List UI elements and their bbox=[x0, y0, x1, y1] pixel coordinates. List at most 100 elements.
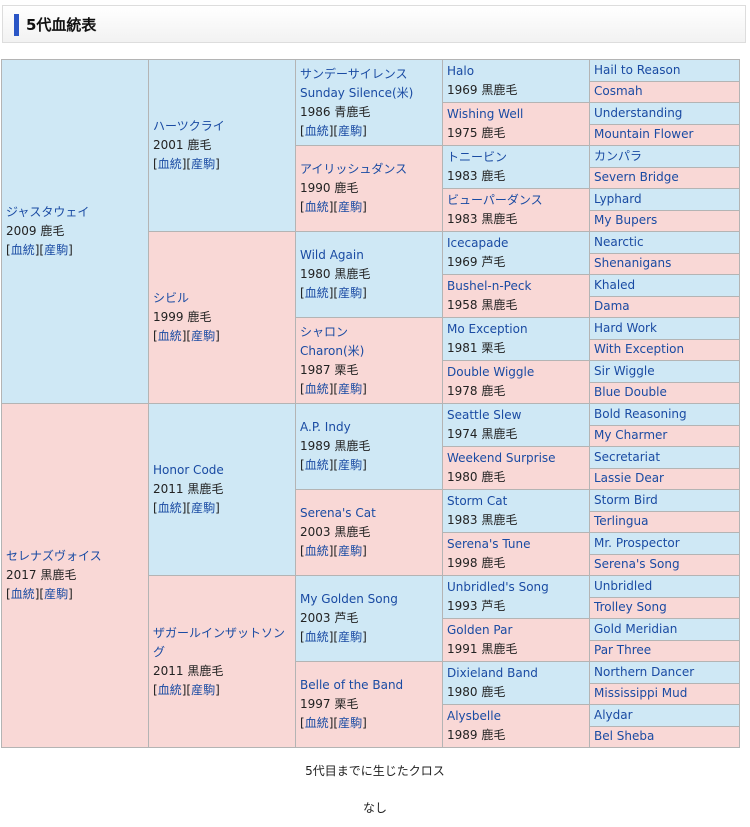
ancestor-name[interactable]: ジャスタウェイ bbox=[6, 205, 90, 219]
ancestor-name[interactable]: Double Wiggle bbox=[447, 365, 535, 379]
ancestor-name[interactable]: ハーツクライ bbox=[153, 119, 225, 133]
ancestor-name[interactable]: My Golden Song bbox=[300, 592, 398, 606]
ancestor-name[interactable]: Lassie Dear bbox=[594, 471, 664, 486]
offspring-link[interactable]: 産駒 bbox=[338, 544, 363, 558]
offspring-link[interactable]: 産駒 bbox=[338, 381, 363, 396]
ancestor-name[interactable]: トニービン bbox=[447, 150, 508, 164]
ancestor-name[interactable]: Gold Meridian bbox=[594, 621, 678, 636]
ancestor-name[interactable]: Nearctic bbox=[594, 234, 644, 249]
pedigree-link[interactable]: 血統 bbox=[304, 544, 329, 558]
pedigree-link[interactable]: 血統 bbox=[304, 200, 329, 214]
ancestor-name[interactable]: Mo Exception bbox=[447, 322, 528, 336]
ancestor-name[interactable]: Trolley Song bbox=[594, 600, 667, 615]
pedigree-link[interactable]: 血統 bbox=[10, 587, 35, 601]
offspring-link[interactable]: 産駒 bbox=[338, 200, 363, 214]
ancestor-name[interactable]: My Bupers bbox=[594, 213, 658, 228]
ancestor-cell-gen4: ビューパーダンス 1983 黒鹿毛 bbox=[442, 188, 590, 232]
ancestor-name[interactable]: Alydar bbox=[594, 707, 633, 722]
pedigree-link[interactable]: 血統 bbox=[304, 630, 329, 644]
ancestor-name[interactable]: Golden Par bbox=[447, 623, 513, 637]
ancestor-info: 1991 黒鹿毛 bbox=[447, 642, 518, 656]
ancestor-name[interactable]: Serena's Cat bbox=[300, 506, 376, 520]
ancestor-name[interactable]: Khaled bbox=[594, 277, 636, 292]
ancestor-name[interactable]: Unbridled's Song bbox=[447, 580, 549, 594]
ancestor-name[interactable]: Wishing Well bbox=[447, 107, 524, 121]
offspring-link[interactable]: 産駒 bbox=[338, 286, 363, 300]
ancestor-name[interactable]: Severn Bridge bbox=[594, 170, 679, 185]
ancestor-name[interactable]: Serena's Song bbox=[594, 557, 680, 572]
ancestor-name[interactable]: With Exception bbox=[594, 342, 685, 357]
ancestor-name[interactable]: Mountain Flower bbox=[594, 127, 694, 142]
ancestor-name[interactable]: Serena's Tune bbox=[447, 537, 531, 551]
ancestor-name[interactable]: Dixieland Band bbox=[447, 666, 538, 680]
pedigree-link[interactable]: 血統 bbox=[157, 501, 182, 515]
ancestor-info: 1981 栗毛 bbox=[447, 341, 506, 355]
ancestor-name[interactable]: Unbridled bbox=[594, 578, 653, 593]
ancestor-name[interactable]: シビル bbox=[153, 291, 190, 305]
ancestor-name[interactable]: シャロン bbox=[300, 324, 349, 339]
pedigree-link[interactable]: 血統 bbox=[304, 286, 329, 300]
ancestor-name[interactable]: Wild Again bbox=[300, 248, 364, 262]
offspring-link[interactable]: 産駒 bbox=[44, 587, 69, 601]
ancestor-name[interactable]: Seattle Slew bbox=[447, 408, 522, 422]
ancestor-name[interactable]: Shenanigans bbox=[594, 256, 672, 271]
offspring-link[interactable]: 産駒 bbox=[338, 458, 363, 472]
offspring-link[interactable]: 産駒 bbox=[338, 630, 363, 644]
ancestor-name[interactable]: Icecapade bbox=[447, 236, 509, 250]
pedigree-link[interactable]: 血統 bbox=[304, 381, 329, 396]
offspring-link[interactable]: 産駒 bbox=[191, 501, 216, 515]
ancestor-links: [血統][産駒] bbox=[300, 286, 367, 300]
ancestor-name[interactable]: Dama bbox=[594, 299, 630, 314]
ancestor-name[interactable]: Lyphard bbox=[594, 191, 642, 206]
offspring-link[interactable]: 産駒 bbox=[191, 157, 216, 171]
ancestor-cell-gen4: Double Wiggle 1978 鹿毛 bbox=[442, 360, 590, 404]
ancestor-name[interactable]: Weekend Surprise bbox=[447, 451, 556, 465]
ancestor-name[interactable]: Northern Dancer bbox=[594, 664, 695, 679]
offspring-link[interactable]: 産駒 bbox=[191, 682, 216, 697]
pedigree-link[interactable]: 血統 bbox=[304, 716, 329, 730]
pedigree-link[interactable]: 血統 bbox=[157, 157, 182, 171]
ancestor-name[interactable]: Bushel-n-Peck bbox=[447, 279, 532, 293]
ancestor-name[interactable]: Hard Work bbox=[594, 320, 657, 335]
pedigree-link[interactable]: 血統 bbox=[157, 682, 182, 697]
ancestor-name[interactable]: ビューパーダンス bbox=[447, 193, 543, 207]
offspring-link[interactable]: 産駒 bbox=[338, 123, 363, 138]
ancestor-name[interactable]: My Charmer bbox=[594, 428, 668, 443]
ancestor-name-alt[interactable]: Charon(米) bbox=[300, 343, 365, 358]
ancestor-name[interactable]: Secretariat bbox=[594, 449, 661, 464]
pedigree-link[interactable]: 血統 bbox=[10, 243, 35, 257]
ancestor-name[interactable]: セレナズヴォイス bbox=[6, 549, 102, 563]
ancestor-name[interactable]: Mr. Prospector bbox=[594, 535, 680, 550]
ancestor-name[interactable]: Blue Double bbox=[594, 385, 667, 400]
offspring-link[interactable]: 産駒 bbox=[191, 329, 216, 343]
ancestor-name[interactable]: ザガールインザットソング bbox=[153, 625, 286, 659]
offspring-link[interactable]: 産駒 bbox=[338, 716, 363, 730]
ancestor-name[interactable]: Hail to Reason bbox=[594, 62, 681, 77]
ancestor-name[interactable]: Honor Code bbox=[153, 463, 224, 477]
ancestor-name[interactable]: Mississippi Mud bbox=[594, 686, 688, 701]
ancestor-name[interactable]: Bold Reasoning bbox=[594, 406, 687, 421]
ancestor-name[interactable]: カンパラ bbox=[594, 148, 643, 163]
pedigree-link[interactable]: 血統 bbox=[304, 123, 329, 138]
ancestor-name[interactable]: Storm Cat bbox=[447, 494, 508, 508]
ancestor-name[interactable]: Cosmah bbox=[594, 84, 643, 99]
ancestor-name[interactable]: Terlingua bbox=[594, 514, 649, 529]
ancestor-name[interactable]: Alysbelle bbox=[447, 709, 501, 723]
pedigree-link[interactable]: 血統 bbox=[304, 458, 329, 472]
ancestor-name[interactable]: Understanding bbox=[594, 105, 683, 120]
ancestor-name[interactable]: サンデーサイレンス bbox=[300, 66, 408, 81]
ancestor-cell-gen5: Mississippi Mud bbox=[589, 682, 740, 705]
ancestor-name[interactable]: Belle of the Band bbox=[300, 678, 404, 692]
ancestor-name[interactable]: A.P. Indy bbox=[300, 420, 351, 434]
ancestor-name-alt[interactable]: Sunday Silence(米) bbox=[300, 85, 414, 100]
ancestor-name[interactable]: Bel Sheba bbox=[594, 729, 655, 744]
pedigree-link[interactable]: 血統 bbox=[157, 329, 182, 343]
ancestor-cell-gen5: Hail to Reason bbox=[589, 59, 740, 82]
offspring-link[interactable]: 産駒 bbox=[44, 243, 69, 257]
ancestor-name[interactable]: Storm Bird bbox=[594, 492, 658, 507]
ancestor-cell-gen5: My Bupers bbox=[589, 209, 740, 232]
ancestor-name[interactable]: Sir Wiggle bbox=[594, 363, 655, 378]
ancestor-name[interactable]: Halo bbox=[447, 64, 475, 78]
ancestor-name[interactable]: Par Three bbox=[594, 643, 652, 658]
ancestor-name[interactable]: アイリッシュダンス bbox=[300, 162, 408, 176]
